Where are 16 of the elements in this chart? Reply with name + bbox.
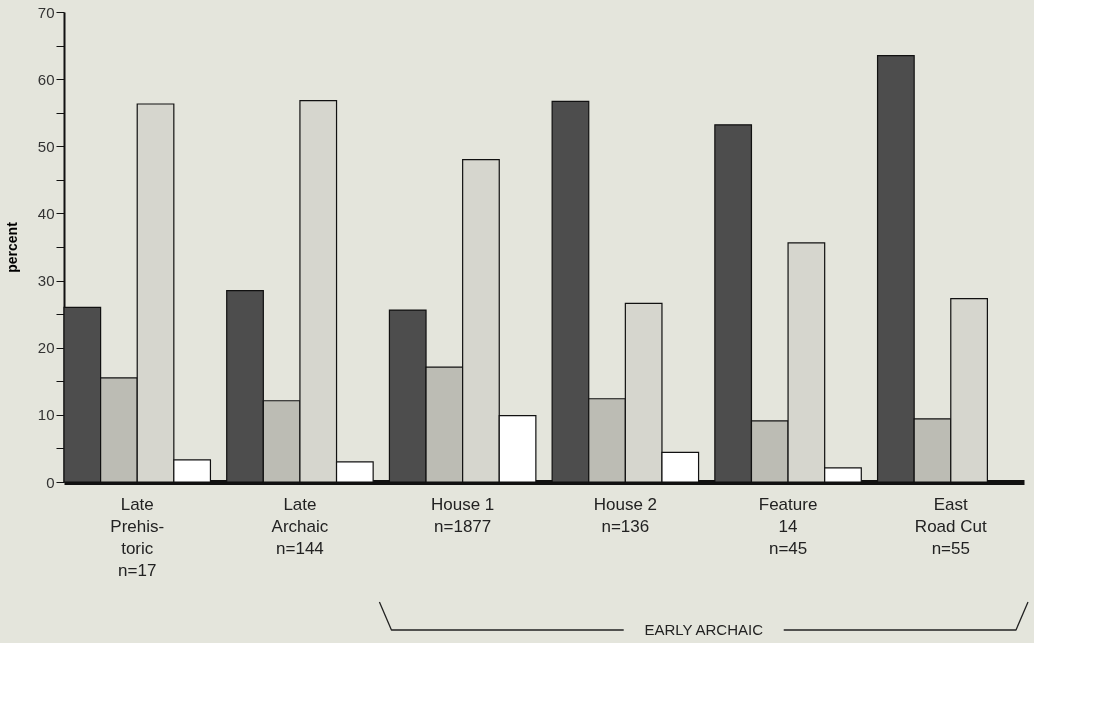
y-tick-label: 40 [37,204,55,222]
y-tick-label: 50 [37,137,55,155]
y-tick-label: 60 [37,70,55,88]
x-tick-label: House 1 n=1877 [430,494,495,536]
y-tick-label: 10 [37,406,55,424]
y-tick-label: 70 [37,3,55,21]
text: EARLY ARCHAIC [644,621,764,638]
y-tick-label: 30 [37,272,55,290]
x-tick-label: Late Prehis- toric n=17 [110,494,165,580]
x-tick-label: Feature 14 n=45 [758,494,818,558]
x-tick-label: Late Archaic n=144 [271,494,329,558]
x-tick-label: House 2 n=136 [593,494,658,536]
x-tick-label: East Road Cut n=55 [914,494,987,558]
y-tick-label: 0 [46,473,55,491]
y-axis-title: percent [3,221,20,273]
y-tick-label: 20 [37,339,55,357]
